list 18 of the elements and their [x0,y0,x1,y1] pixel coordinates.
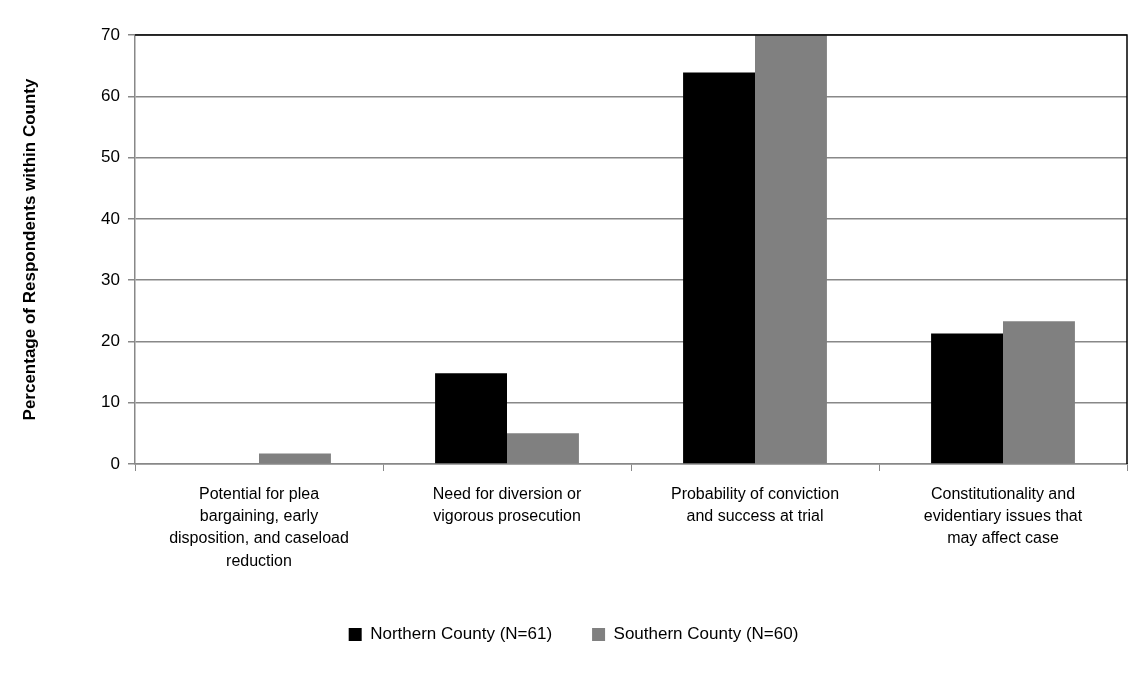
x-tick-label: Need for diversion or vigorous prosecution [432,484,582,525]
y-tick-label: 0 [110,453,120,473]
y-tick-label: 10 [101,392,120,412]
y-axis-title: Percentage of Respondents within County [19,78,39,421]
y-tick-label: 50 [101,147,120,167]
bar [435,373,507,464]
x-tick-label: Probability of conviction and success at trial [670,484,840,525]
y-tick-label: 20 [101,331,120,351]
x-tick-label: Potential for plea bargaining, early disposition, and caseload reduction [169,484,349,569]
bar [683,72,755,464]
x-tick-label: Constitutionality and evidentiary issues that may affect case [923,484,1083,547]
bar [931,333,1003,464]
y-tick-label: 40 [101,208,120,228]
legend-label: Northern County (N=61) [370,624,553,644]
legend-label: Southern County (N=60) [613,624,799,644]
y-tick-label: 70 [101,24,120,44]
y-tick-label: 60 [101,85,120,105]
y-tick-label: 30 [101,269,120,289]
